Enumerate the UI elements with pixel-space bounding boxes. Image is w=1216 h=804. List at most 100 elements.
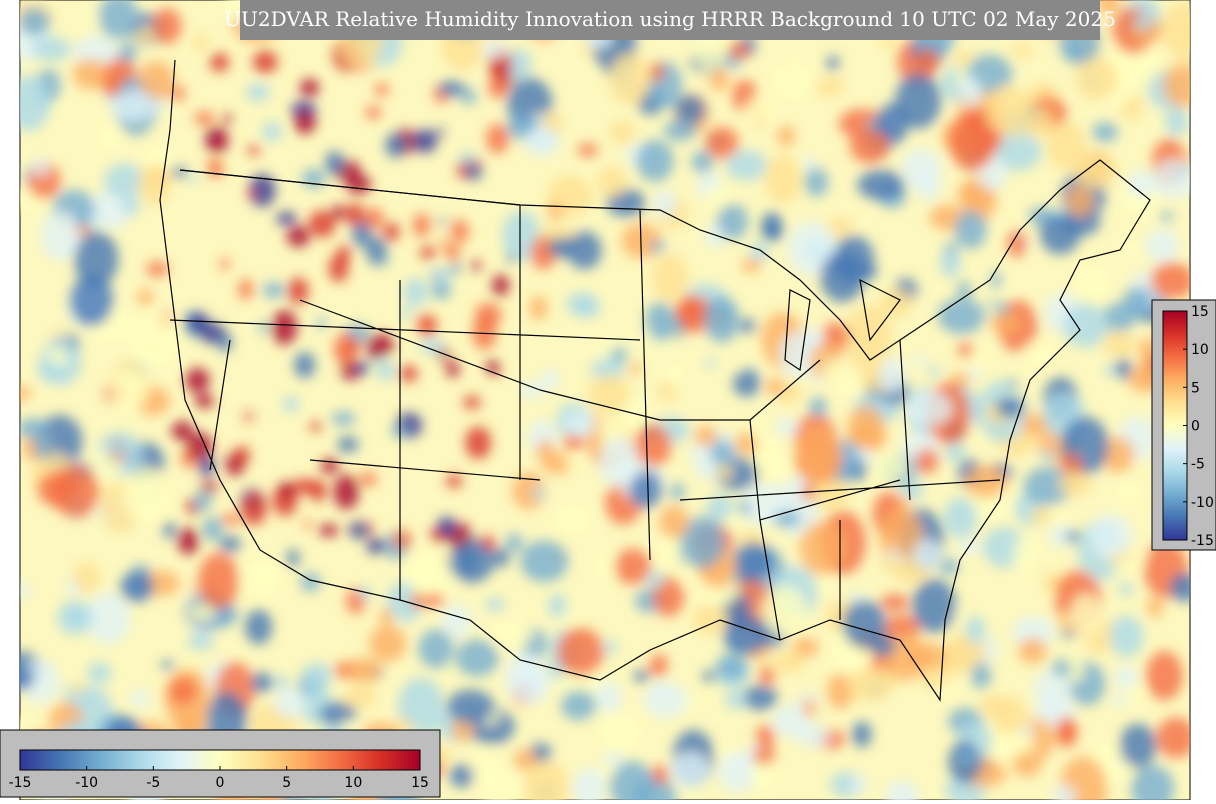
field-blob: [993, 132, 1042, 171]
field-blob: [954, 210, 987, 250]
field-blob: [573, 299, 601, 318]
field-blob: [444, 244, 461, 260]
field-blob: [465, 426, 492, 459]
field-blob: [188, 175, 200, 183]
colorbar-tick-label: 15: [411, 775, 429, 791]
field-blob: [598, 437, 641, 487]
field-blob: [131, 310, 180, 371]
field-blob: [222, 114, 232, 124]
field-blob: [354, 361, 370, 376]
field-blob: [52, 464, 100, 518]
field-blob: [365, 106, 382, 120]
field-blob: [459, 151, 476, 166]
field-blob: [911, 578, 957, 633]
field-blob: [241, 490, 267, 526]
field-blob: [383, 222, 400, 242]
colorbar-tick-label: 10: [344, 775, 362, 791]
field-blob: [346, 657, 382, 684]
field-blob: [523, 127, 560, 157]
colorbar-tick-label: 0: [216, 775, 225, 791]
field-blob: [73, 561, 100, 594]
field-blob: [375, 359, 395, 381]
field-blob: [1065, 531, 1081, 543]
field-blob: [1159, 211, 1175, 221]
field-blob: [219, 535, 241, 553]
field-blob: [741, 258, 762, 273]
field-blob: [958, 342, 973, 359]
field-blob: [895, 72, 942, 129]
field-blob: [40, 211, 80, 261]
field-blob: [1021, 342, 1057, 366]
field-blob: [842, 600, 887, 648]
field-blob: [502, 210, 541, 261]
field-blob: [604, 639, 617, 655]
field-blob: [648, 652, 668, 678]
field-blob: [177, 527, 199, 555]
field-blob: [913, 355, 928, 366]
field-blob: [737, 501, 751, 516]
field-blob: [1018, 725, 1036, 737]
field-blob: [659, 505, 689, 539]
field-blob: [614, 548, 652, 585]
field-blob: [424, 593, 445, 607]
field-blob: [836, 376, 867, 396]
field-blob: [219, 258, 230, 270]
field-blob: [1122, 286, 1151, 318]
colorbar-tick-label: 10: [1191, 342, 1209, 358]
field-blob: [850, 775, 867, 794]
field-blob: [202, 516, 223, 542]
field-blob: [548, 593, 567, 618]
field-blob: [293, 351, 316, 379]
field-blob: [557, 627, 604, 677]
field-blob: [107, 435, 129, 458]
field-blob: [1023, 466, 1072, 506]
field-blob: [1146, 597, 1164, 618]
field-blob: [318, 524, 339, 537]
field-blob: [595, 681, 622, 713]
field-blob: [1092, 122, 1118, 142]
field-blob: [449, 764, 475, 788]
field-blob: [529, 295, 548, 321]
field-blob: [393, 529, 412, 551]
field-blob: [1011, 752, 1042, 777]
field-blob: [286, 549, 300, 567]
field-blob: [1176, 165, 1190, 176]
field-blob: [418, 629, 454, 669]
field-blob: [308, 210, 336, 238]
field-blob: [1103, 365, 1117, 376]
field-blob: [646, 570, 665, 589]
field-blob: [274, 674, 289, 690]
field-blob: [766, 377, 783, 397]
field-blob: [72, 58, 108, 90]
field-blob: [725, 690, 747, 710]
field-blob: [333, 474, 359, 510]
field-blob: [138, 163, 171, 206]
field-blob: [446, 689, 495, 724]
colorbar-tick-label: -15: [1191, 533, 1214, 549]
field-blob: [1070, 593, 1102, 636]
field-blob: [379, 608, 393, 626]
field-blob: [847, 405, 885, 450]
field-blob: [1162, 1, 1190, 59]
field-blob: [629, 470, 662, 509]
field-blob: [412, 213, 431, 237]
field-blob: [205, 127, 229, 154]
field-blob: [324, 151, 345, 175]
field-blob: [959, 76, 983, 108]
field-blob: [912, 539, 943, 569]
field-blob: [572, 767, 606, 800]
field-blob: [451, 219, 469, 244]
field-blob: [96, 119, 124, 152]
field-blob: [914, 49, 940, 74]
field-blob: [459, 550, 476, 573]
field-blob: [308, 421, 323, 432]
field-blob: [851, 721, 872, 748]
field-blob: [548, 237, 576, 259]
field-blob: [563, 433, 586, 451]
field-blob: [761, 586, 807, 637]
field-blob: [442, 604, 471, 639]
field-blob: [1118, 582, 1133, 596]
field-blob: [261, 122, 282, 142]
field-blob: [137, 288, 153, 307]
field-blob: [716, 653, 748, 681]
